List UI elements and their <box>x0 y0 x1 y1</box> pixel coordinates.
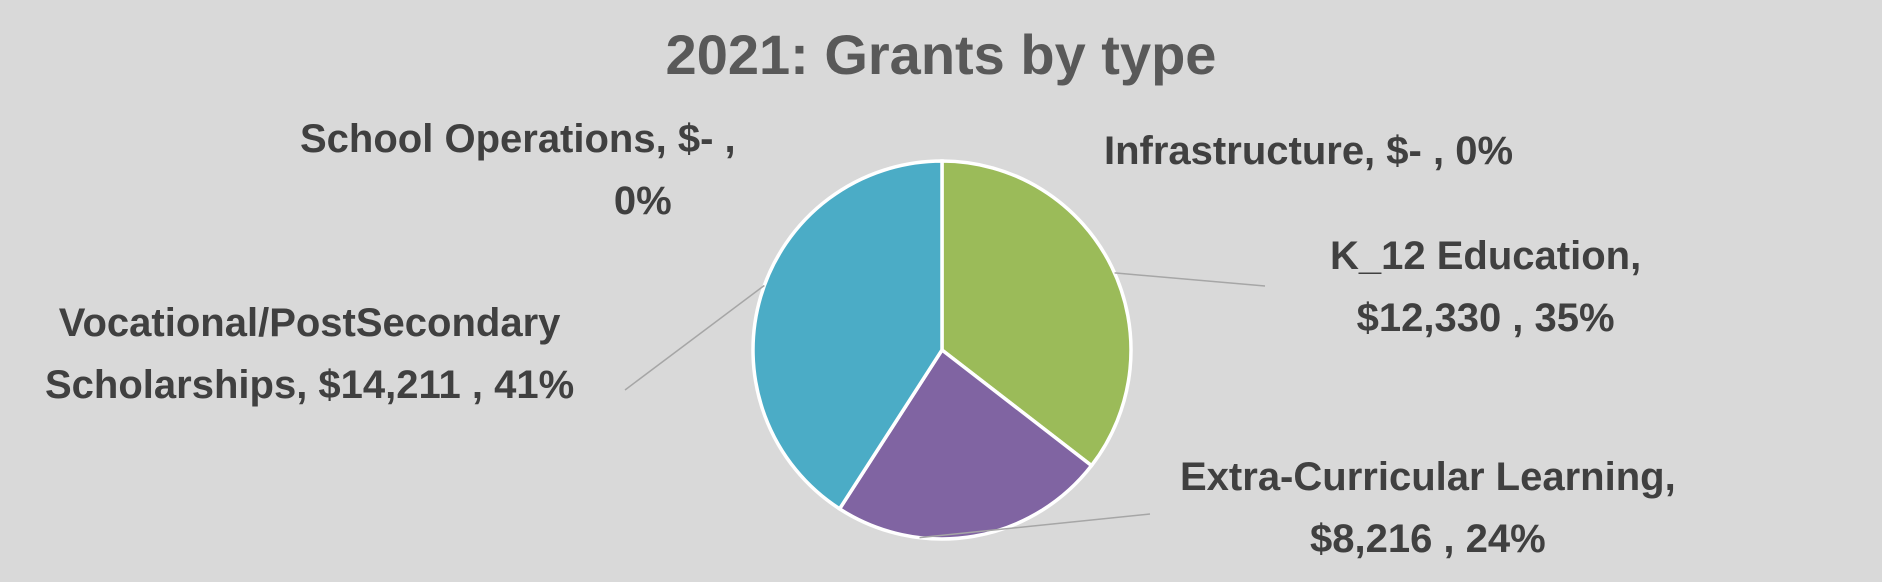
label-vocational-scholarships: Vocational/PostSecondary Scholarships, $… <box>45 301 575 407</box>
pie-slice-vocational-postsecondary-scholarships <box>751 159 944 512</box>
label-extra-curricular: Extra-Curricular Learning, $8,216 , 24% <box>1180 455 1676 561</box>
leader-line-extra-curricular-learning <box>919 513 1151 539</box>
pie-slices <box>751 159 1133 541</box>
label-infrastructure: Infrastructure, $- , 0% <box>1104 129 1514 173</box>
label-school-operations: School Operations, $- , 0% <box>300 117 736 223</box>
leader-line-k-12-education <box>1114 272 1266 287</box>
leader-line-vocational-postsecondary-scholarships <box>624 284 765 391</box>
leader-lines <box>624 272 1266 539</box>
pie-slice-k-12-education <box>940 159 1133 469</box>
label-k12-education: K_12 Education, $12,330 , 35% <box>1330 234 1642 340</box>
pie-slice-extra-curricular-learning <box>837 347 1094 541</box>
chart-title: 2021: Grants by type <box>665 23 1217 86</box>
